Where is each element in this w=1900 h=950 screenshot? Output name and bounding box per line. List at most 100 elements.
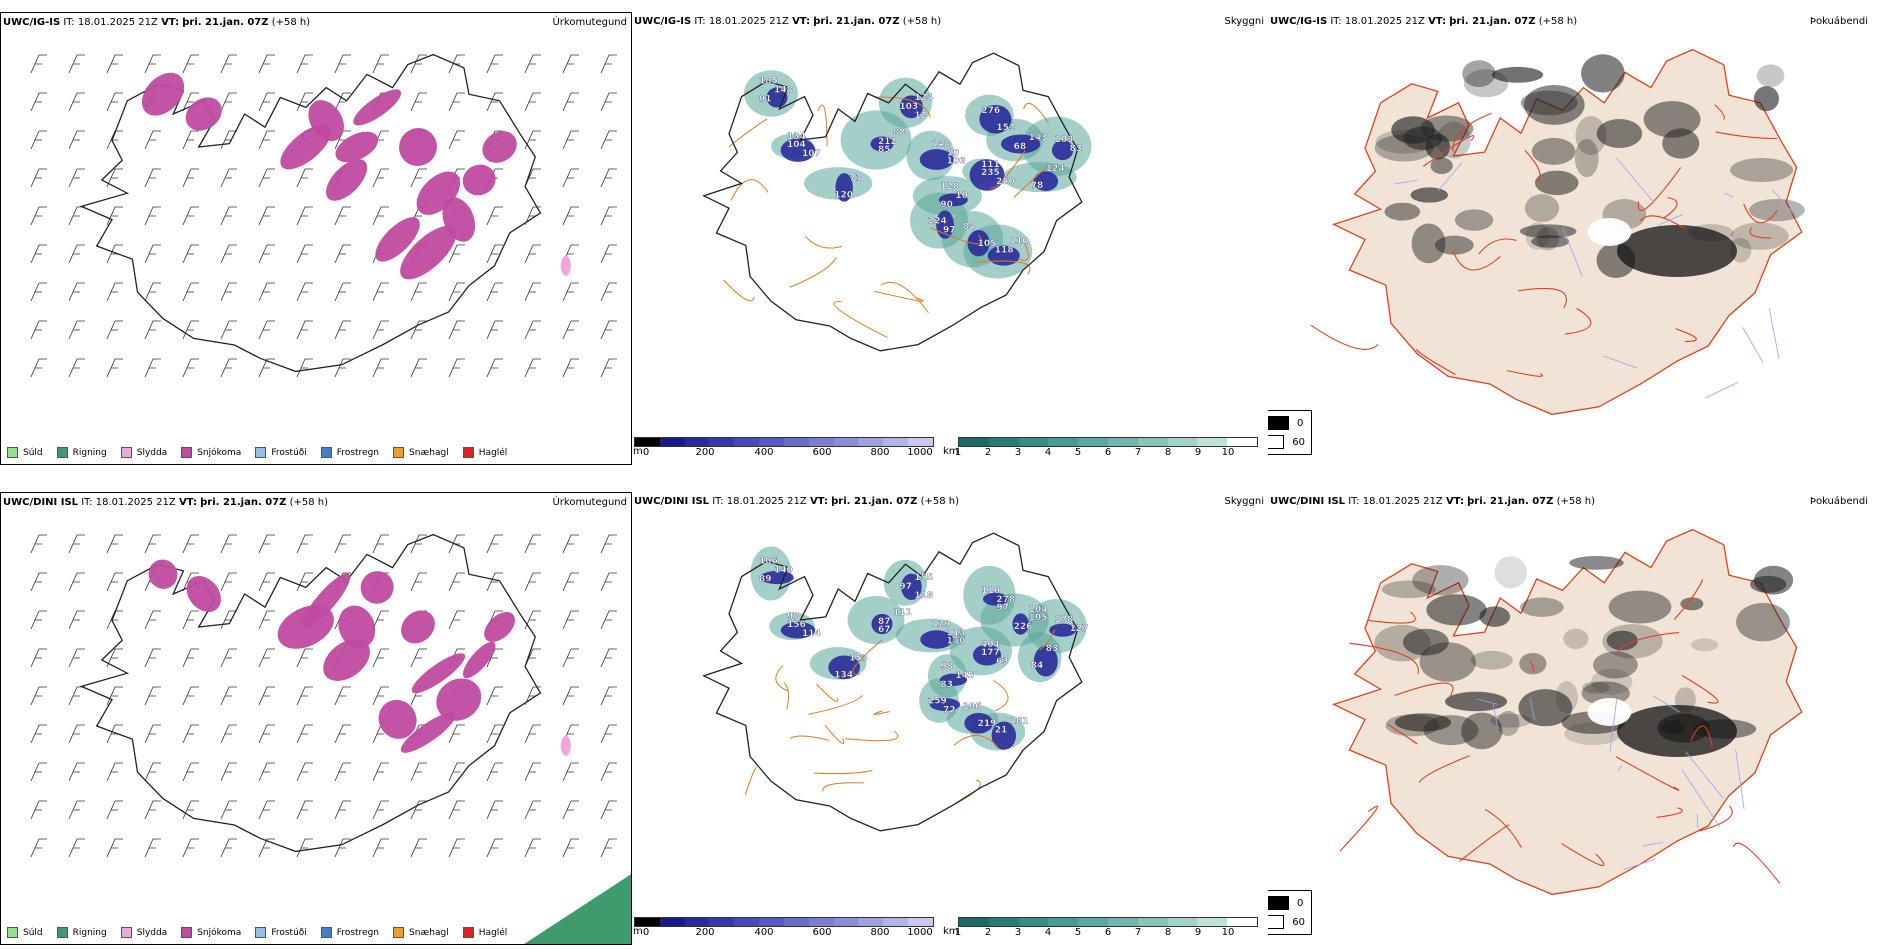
- ceiling-area: [871, 613, 893, 635]
- wind-barb: [524, 54, 541, 74]
- wind-barb: [30, 610, 47, 630]
- wind-barb: [486, 838, 503, 858]
- wind-barb: [372, 610, 389, 630]
- ceiling-value-label: 110: [981, 586, 1000, 596]
- panel-title: Úrkomutegund: [552, 17, 627, 28]
- wind-barb: [524, 534, 541, 554]
- road: [1478, 238, 1517, 255]
- wind-barb: [372, 358, 389, 378]
- wind-barb: [296, 54, 313, 74]
- wind-barb: [562, 320, 579, 340]
- wind-barb: [562, 648, 579, 668]
- ceiling-area: [964, 712, 993, 734]
- wind-barb: [524, 800, 541, 820]
- road: [852, 639, 883, 675]
- roads: [1310, 104, 1778, 377]
- wind-barb: [410, 358, 427, 378]
- road: [1675, 328, 1697, 343]
- ceiling-value-label: 259: [928, 697, 947, 707]
- snow-area: [399, 128, 437, 166]
- river: [1616, 157, 1655, 204]
- snow-area: [400, 225, 457, 280]
- wind-barb: [372, 206, 389, 226]
- river: [1681, 768, 1721, 828]
- wind-barb: [68, 54, 85, 74]
- ceiling-value-label: 84: [963, 222, 976, 232]
- ceiling-value-label: 12: [914, 111, 927, 121]
- wind-barb: [410, 534, 427, 554]
- wind-barb: [600, 92, 617, 112]
- wind-barbs: [30, 534, 617, 858]
- panel-header: UWC/IG-IS IT: 18.01.2025 21Z VT: þri. 21…: [634, 16, 942, 27]
- wind-barb: [486, 686, 503, 706]
- snow-area: [186, 576, 221, 612]
- wind-barb: [600, 130, 617, 150]
- ceiling-value-label: 87: [878, 617, 891, 627]
- road: [1681, 674, 1719, 704]
- wind-barb: [68, 838, 85, 858]
- wind-barb: [296, 358, 313, 378]
- wind-barb: [486, 534, 503, 554]
- wind-barb: [600, 800, 617, 820]
- legend-swatch: [255, 447, 267, 458]
- wind-barb: [524, 762, 541, 782]
- legend-swatch: [7, 447, 18, 458]
- fog-swatch: [1268, 915, 1285, 929]
- fog-area: [1394, 713, 1452, 732]
- legend-item: Slydda: [120, 447, 167, 458]
- river: [1394, 179, 1418, 185]
- ceiling-value-label: 148: [932, 140, 951, 150]
- wind-barb: [144, 610, 161, 630]
- wind-barb: [68, 686, 85, 706]
- legend-swatch: [462, 927, 474, 938]
- wind-barb: [524, 610, 541, 630]
- road: [1524, 150, 1541, 182]
- ceiling-area: [1000, 134, 1041, 154]
- fog-area: [1430, 157, 1453, 175]
- road: [813, 769, 873, 775]
- snow-area: [401, 610, 435, 644]
- ceiling-value-label: 113: [947, 629, 966, 639]
- visibility-areas: [744, 70, 1092, 279]
- ceiling-value-label: 156: [787, 620, 806, 630]
- ceiling-value-label: 278: [996, 595, 1015, 605]
- road: [1484, 808, 1522, 848]
- ceiling-value-label: 120: [834, 190, 853, 200]
- wind-barb: [296, 244, 313, 264]
- road: [824, 724, 845, 745]
- legend-item: Frostúði: [255, 447, 307, 458]
- wind-barb: [296, 168, 313, 188]
- wind-barb: [144, 206, 161, 226]
- snow-area: [326, 159, 368, 201]
- ceiling-value-label: 129: [932, 620, 951, 630]
- wind-barb: [68, 282, 85, 302]
- wind-barb: [68, 358, 85, 378]
- ceiling-area: [1033, 171, 1059, 191]
- wind-barb: [258, 534, 275, 554]
- wind-barb: [600, 244, 617, 264]
- river: [1653, 695, 1680, 713]
- fog-area: [1593, 651, 1638, 679]
- fog-area: [1754, 565, 1794, 595]
- wind-barb: [372, 282, 389, 302]
- wind-barb: [448, 358, 465, 378]
- wind-barb: [410, 838, 427, 858]
- ceiling-value-label: 106: [759, 557, 778, 567]
- road: [817, 104, 828, 147]
- wind-barb: [372, 838, 389, 858]
- wind-barb: [182, 724, 199, 744]
- iceland-outline: [702, 532, 1083, 832]
- ceiling-value-label: 21: [995, 726, 1008, 736]
- roads: [723, 96, 1051, 339]
- ceiling-area: [1051, 140, 1074, 161]
- fog-area: [1643, 100, 1701, 138]
- ceiling-value-label: 67: [878, 625, 891, 635]
- wind-barb: [334, 534, 351, 554]
- road: [1423, 135, 1475, 167]
- wind-barb: [220, 686, 237, 706]
- legend-swatch: [181, 927, 193, 938]
- fog-area: [1582, 681, 1610, 694]
- wind-barb: [182, 534, 199, 554]
- wind-barb: [68, 206, 85, 226]
- wind-barb: [600, 648, 617, 668]
